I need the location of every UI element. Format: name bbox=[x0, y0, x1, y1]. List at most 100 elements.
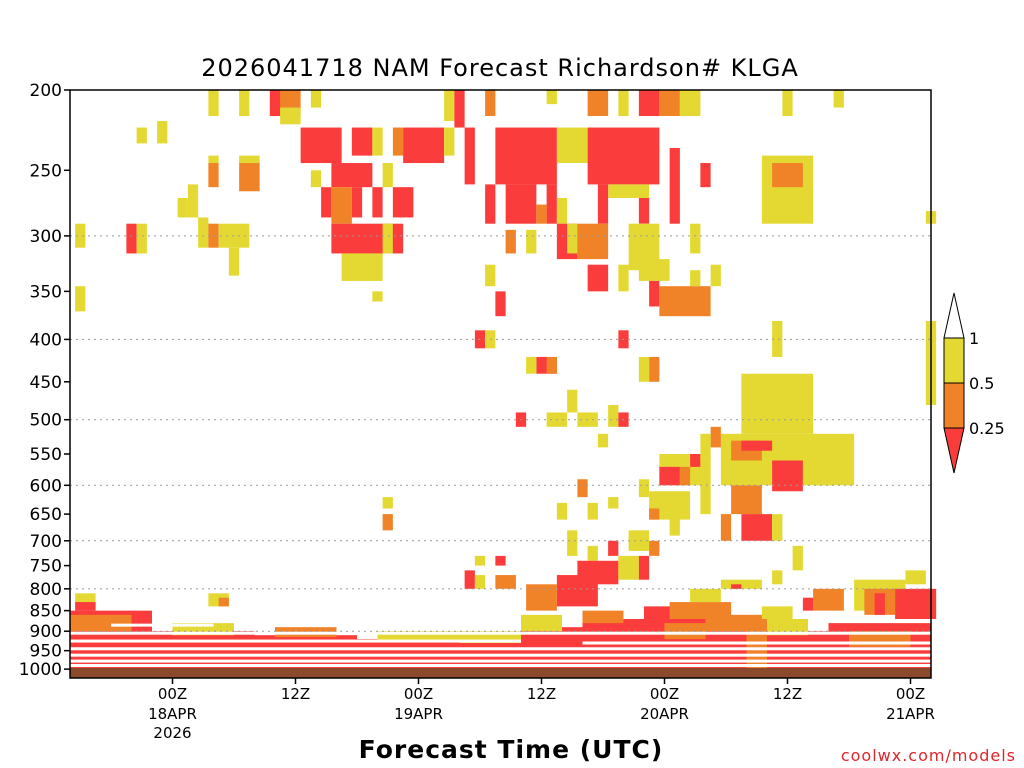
ri-cell bbox=[741, 440, 773, 451]
ri-cell bbox=[351, 187, 363, 218]
ri-cell bbox=[239, 90, 250, 117]
ri-cell bbox=[638, 259, 670, 281]
ri-cell bbox=[690, 453, 701, 467]
ri-cell bbox=[444, 90, 455, 122]
ri-cell bbox=[587, 127, 660, 185]
ri-cell bbox=[813, 460, 834, 486]
ri-cell bbox=[382, 163, 393, 188]
x-tick-label: 00Z bbox=[404, 685, 433, 703]
ri-cell bbox=[802, 597, 814, 611]
ri-cell bbox=[597, 184, 609, 224]
ri-cell bbox=[720, 579, 762, 589]
ri-cell bbox=[536, 204, 547, 224]
boundary-layer-gap bbox=[70, 663, 931, 667]
ri-cell bbox=[567, 223, 578, 254]
ri-cell bbox=[495, 127, 557, 185]
ri-cell bbox=[895, 588, 937, 620]
x-tick-year: 2026 bbox=[153, 724, 191, 742]
ri-cell bbox=[659, 90, 680, 117]
ri-cell bbox=[392, 223, 404, 254]
ri-cell bbox=[136, 223, 147, 254]
ri-cell bbox=[218, 597, 229, 607]
boundary-layer-gap bbox=[70, 659, 931, 663]
ri-cell bbox=[310, 90, 322, 108]
ri-cell bbox=[577, 479, 588, 498]
x-tick-label: 12Z bbox=[527, 685, 556, 703]
y-tick-label: 450 bbox=[30, 373, 62, 393]
ri-cell bbox=[546, 90, 557, 105]
ri-cell bbox=[649, 508, 660, 520]
ri-cell bbox=[587, 545, 598, 561]
ri-cell bbox=[874, 593, 885, 615]
colorbar-segment bbox=[943, 337, 965, 384]
ri-cell bbox=[587, 90, 609, 117]
chart-title: 2026041718 NAM Forecast Richardson# KLGA bbox=[201, 54, 799, 82]
ri-cell bbox=[208, 223, 219, 248]
x-tick-label: 00Z bbox=[158, 685, 187, 703]
ri-cell bbox=[454, 90, 465, 128]
ri-cell bbox=[546, 356, 557, 374]
ri-cell bbox=[495, 555, 506, 566]
ri-cell bbox=[382, 514, 393, 531]
ri-cell bbox=[556, 127, 588, 164]
ri-cell bbox=[505, 229, 516, 254]
ground-surface bbox=[70, 668, 931, 678]
ri-cell bbox=[772, 514, 783, 541]
ri-cell bbox=[731, 584, 742, 589]
ri-cell bbox=[638, 197, 650, 224]
y-tick-label: 850 bbox=[30, 602, 62, 622]
ri-cell bbox=[269, 90, 281, 117]
ri-cell bbox=[649, 280, 660, 307]
ri-cell bbox=[485, 264, 496, 287]
ri-cell bbox=[382, 497, 393, 509]
ri-cell bbox=[772, 460, 803, 492]
ri-cell bbox=[741, 373, 814, 434]
boundary-layer-cell bbox=[459, 631, 521, 644]
colorbar-segment bbox=[943, 427, 965, 474]
ri-cell bbox=[618, 264, 629, 292]
x-tick-label: 12Z bbox=[281, 685, 310, 703]
ri-cell bbox=[239, 155, 260, 164]
boundary-layer-gap bbox=[70, 631, 931, 635]
ri-cell bbox=[75, 602, 96, 611]
plot-frame bbox=[69, 89, 932, 679]
ri-cell bbox=[526, 229, 537, 254]
ri-cell bbox=[669, 148, 680, 224]
ri-cell bbox=[628, 530, 650, 551]
ri-cell bbox=[669, 514, 680, 536]
ri-cell bbox=[700, 485, 711, 515]
ri-cell bbox=[700, 163, 711, 188]
ri-cell bbox=[608, 540, 619, 556]
ri-cell bbox=[638, 356, 650, 382]
y-tick-label: 750 bbox=[30, 557, 62, 577]
y-tick-label: 400 bbox=[30, 330, 62, 350]
ri-cell bbox=[833, 90, 844, 108]
colorbar-label: 1 bbox=[969, 329, 979, 348]
ri-cell bbox=[331, 163, 373, 188]
ri-cell bbox=[618, 555, 639, 580]
ri-cell bbox=[403, 127, 445, 164]
ri-cell bbox=[198, 217, 209, 248]
ri-cell bbox=[505, 184, 537, 224]
y-tick-label: 350 bbox=[30, 282, 62, 302]
ri-cell bbox=[382, 223, 393, 254]
ri-cell bbox=[649, 540, 660, 556]
ri-cell bbox=[372, 127, 383, 156]
x-axis-label: Forecast Time (UTC) bbox=[359, 735, 664, 764]
y-tick-label: 600 bbox=[30, 476, 62, 496]
y-tick-label: 900 bbox=[30, 622, 62, 642]
ri-cell bbox=[608, 405, 619, 427]
ri-cell bbox=[485, 184, 496, 224]
boundary-layer-gap bbox=[70, 647, 931, 651]
ri-cell bbox=[556, 502, 568, 520]
heatmap-cells bbox=[70, 90, 937, 670]
ri-cell bbox=[710, 264, 721, 287]
ri-cell bbox=[608, 497, 619, 509]
y-tick-label: 200 bbox=[30, 81, 62, 101]
x-tick-date: 21APR bbox=[886, 705, 935, 723]
ri-cell bbox=[659, 286, 711, 317]
ri-cell bbox=[474, 575, 486, 589]
ri-cell bbox=[567, 389, 578, 413]
ri-cell bbox=[75, 286, 86, 312]
